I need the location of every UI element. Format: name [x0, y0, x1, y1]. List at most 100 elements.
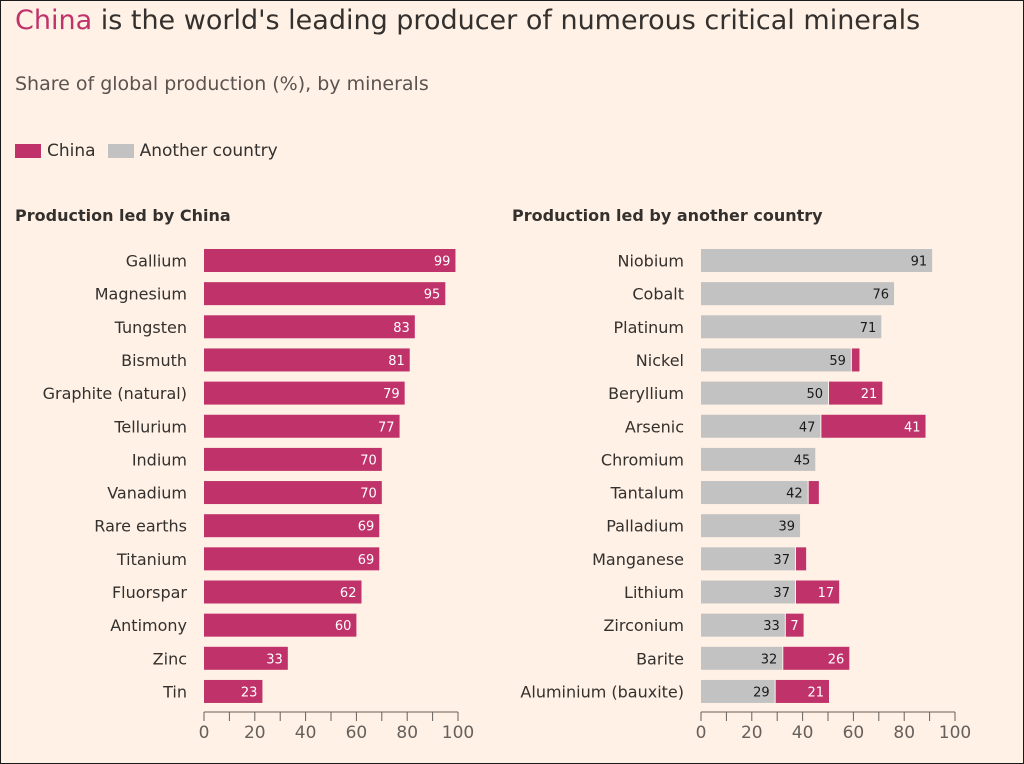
china-bar: [795, 547, 807, 571]
chart-subtitle: Share of global production (%), by miner…: [15, 73, 429, 95]
other-country-bar: [701, 414, 821, 438]
x-tick-label: 80: [396, 723, 418, 743]
right-category-label: Nickel: [636, 351, 684, 370]
right-category-label: Arsenic: [625, 417, 684, 436]
other-value-label: 32: [761, 652, 778, 667]
legend-item-china: China: [15, 141, 96, 161]
left-category-label: Tungsten: [114, 318, 187, 337]
china-bar: [204, 646, 288, 670]
other-value-label: 47: [799, 420, 816, 435]
other-value-label: 37: [773, 553, 790, 568]
china-value-label: 21: [861, 387, 878, 402]
other-value-label: 33: [763, 619, 780, 634]
left-category-label: Tin: [162, 682, 187, 701]
bar-value-label: 70: [360, 453, 377, 468]
right-category-label: Tantalum: [610, 484, 684, 503]
right-category-label: Lithium: [624, 583, 684, 602]
right-category-label: Aluminium (bauxite): [520, 682, 684, 701]
x-tick-label: 100: [442, 723, 474, 743]
bar-value-label: 95: [424, 288, 441, 303]
other-country-bar: [701, 646, 783, 670]
china-bar: [204, 481, 382, 505]
other-country-bar: [701, 613, 785, 637]
left-category-label: Titanium: [116, 550, 187, 569]
other-value-label: 91: [911, 255, 928, 270]
china-bar: [204, 679, 263, 703]
left-category-label: Magnesium: [95, 285, 187, 304]
right-panel-title: Production led by another country: [512, 206, 823, 225]
china-bar: [808, 481, 819, 505]
legend: China Another country: [15, 141, 290, 161]
china-bar: [204, 381, 405, 405]
other-country-bar: [701, 348, 851, 372]
china-bar: [204, 414, 400, 438]
x-tick-label: 0: [696, 723, 707, 743]
china-bar: [204, 282, 446, 306]
right-category-label: Zirconium: [603, 616, 684, 635]
right-category-label: Barite: [636, 649, 684, 668]
china-value-label: 21: [807, 685, 824, 700]
china-bar: [204, 613, 357, 637]
bar-value-label: 62: [340, 586, 357, 601]
china-value-label: 17: [818, 586, 835, 601]
legend-swatch-china: [15, 144, 41, 158]
right-category-label: Niobium: [617, 252, 684, 271]
china-bar: [204, 547, 380, 571]
other-value-label: 59: [829, 354, 846, 369]
right-category-label: Beryllium: [608, 384, 684, 403]
other-country-bar: [701, 580, 795, 604]
other-country-bar: [701, 547, 795, 571]
other-country-bar: [701, 447, 816, 471]
bar-value-label: 33: [266, 652, 283, 667]
china-bar: [775, 679, 829, 703]
bar-value-label: 81: [388, 354, 405, 369]
left-category-label: Indium: [132, 450, 187, 469]
right-category-label: Palladium: [606, 517, 684, 536]
x-tick-label: 100: [939, 723, 971, 743]
right-category-label: Chromium: [601, 450, 684, 469]
bar-value-label: 23: [241, 685, 258, 700]
x-tick-label: 80: [893, 723, 915, 743]
bar-value-label: 79: [383, 387, 400, 402]
other-value-label: 39: [779, 520, 796, 535]
china-value-label: 7: [790, 619, 798, 634]
china-bar: [204, 580, 362, 604]
left-category-label: Vanadium: [107, 484, 187, 503]
left-category-label: Bismuth: [121, 351, 187, 370]
other-value-label: 42: [786, 487, 803, 502]
left-panel-title: Production led by China: [15, 206, 231, 225]
title-rest: is the world's leading producer of numer…: [92, 5, 921, 36]
china-value-label: 41: [904, 420, 921, 435]
other-value-label: 71: [860, 321, 877, 336]
chart-title: China is the world's leading producer of…: [15, 4, 920, 38]
x-tick-label: 60: [843, 723, 865, 743]
china-bar: [795, 580, 840, 604]
other-value-label: 76: [872, 288, 889, 303]
other-country-bar: [701, 514, 801, 538]
left-category-label: Zinc: [153, 649, 187, 668]
china-bar: [829, 381, 883, 405]
left-category-label: Antimony: [110, 616, 187, 635]
right-category-label: Cobalt: [632, 285, 684, 304]
x-tick-label: 40: [295, 723, 317, 743]
right-category-label: Platinum: [614, 318, 684, 337]
bar-value-label: 69: [358, 553, 375, 568]
other-country-bar: [701, 249, 933, 272]
left-category-label: Rare earths: [94, 517, 187, 536]
china-bar: [783, 646, 850, 670]
x-tick-label: 20: [244, 723, 266, 743]
other-country-bar: [701, 315, 882, 339]
bar-value-label: 99: [434, 255, 451, 270]
china-bar: [785, 613, 804, 637]
left-category-label: Tellurium: [113, 417, 187, 436]
other-value-label: 29: [753, 685, 770, 700]
left-category-label: Gallium: [126, 252, 187, 271]
x-tick-label: 0: [199, 723, 210, 743]
china-bar: [204, 514, 380, 538]
x-tick-label: 60: [346, 723, 368, 743]
other-value-label: 37: [773, 586, 790, 601]
china-bar: [821, 414, 926, 438]
title-highlight: China: [15, 5, 93, 36]
china-bar: [204, 348, 410, 372]
